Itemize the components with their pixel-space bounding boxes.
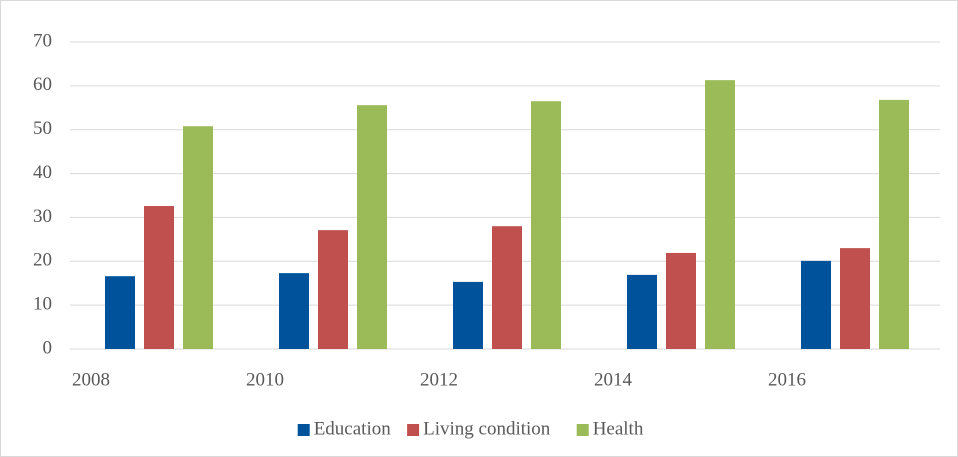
bar	[801, 260, 831, 349]
bar	[840, 248, 870, 349]
x-tick-label: 2014	[594, 369, 633, 390]
y-tick-label: 0	[43, 337, 53, 358]
legend-swatch	[407, 424, 420, 436]
legend-label: Education	[314, 418, 392, 439]
bar	[453, 281, 483, 349]
y-tick-label: 60	[33, 74, 52, 95]
legend-swatch	[576, 424, 589, 436]
y-tick-label: 70	[33, 30, 52, 51]
x-tick-label: 2012	[420, 369, 458, 390]
bar	[666, 252, 696, 349]
bar	[144, 206, 174, 349]
bar	[705, 80, 735, 350]
x-tick-label: 2016	[768, 369, 806, 390]
bar	[357, 105, 387, 349]
bar	[531, 101, 561, 349]
legend-swatch	[297, 424, 310, 436]
bar	[627, 274, 657, 349]
y-tick-label: 30	[33, 206, 52, 227]
bar	[183, 126, 213, 349]
y-tick-label: 40	[33, 162, 52, 183]
bar	[879, 99, 909, 350]
x-tick-label: 2008	[72, 369, 110, 390]
bar	[279, 273, 309, 349]
x-tick-label: 2010	[246, 369, 284, 390]
y-tick-label: 10	[33, 294, 52, 315]
y-tick-label: 20	[33, 250, 52, 271]
bar	[492, 226, 522, 349]
bar	[318, 230, 348, 349]
y-tick-label: 50	[33, 118, 52, 139]
legend-label: Health	[593, 418, 644, 439]
bar	[105, 276, 135, 349]
legend-label: Living condition	[423, 418, 551, 439]
